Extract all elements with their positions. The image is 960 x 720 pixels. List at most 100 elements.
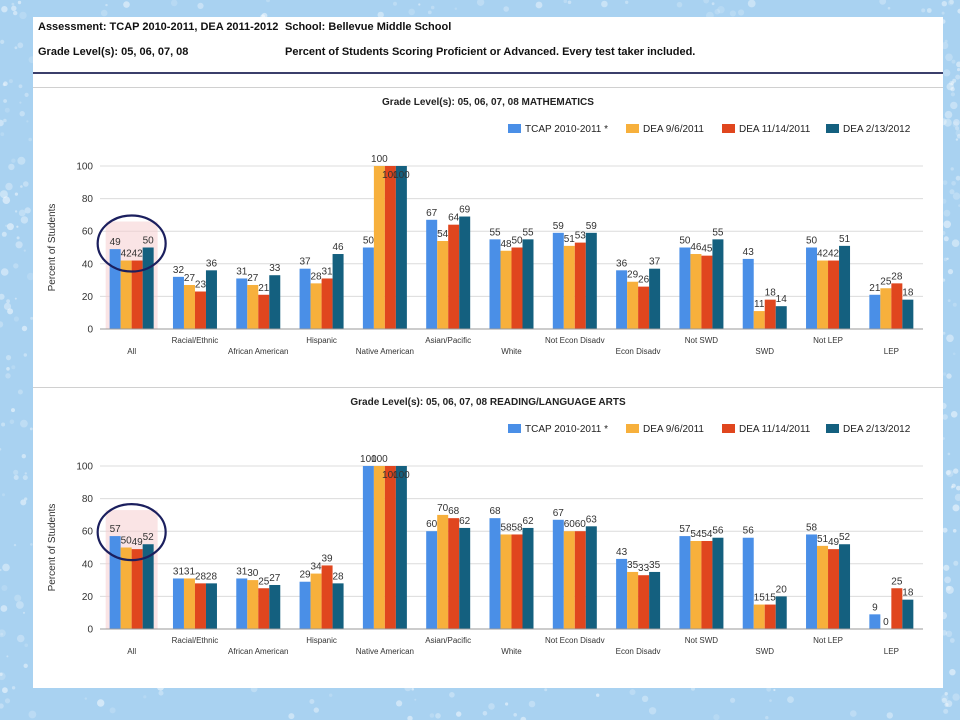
background-dot <box>21 454 26 459</box>
annotation-circle <box>96 214 167 273</box>
background-dot <box>951 239 960 247</box>
background-dot <box>313 707 319 713</box>
x-tick-label: White <box>501 647 522 656</box>
background-dot <box>956 133 960 139</box>
y-tick-label: 60 <box>82 527 94 538</box>
data-label: 54 <box>437 229 449 240</box>
report-header: Assessment: TCAP 2010-2011, DEA 2011-201… <box>33 17 943 74</box>
background-dot <box>14 210 18 213</box>
bar <box>649 268 661 329</box>
background-dot <box>596 693 600 697</box>
background-dot <box>949 669 956 676</box>
background-dot <box>714 8 721 15</box>
bar <box>362 247 374 329</box>
background-dot <box>3 81 8 86</box>
background-dot <box>13 316 19 322</box>
data-label: 34 <box>311 562 323 573</box>
background-dot <box>945 630 953 637</box>
background-dot <box>887 6 891 10</box>
background-dot <box>941 694 949 702</box>
legend-item: TCAP 2010-2011 * <box>508 124 608 135</box>
background-dot <box>3 118 7 123</box>
data-label: 50 <box>363 236 375 247</box>
x-tick-label: LEP <box>884 347 899 356</box>
x-tick-label: Racial/Ethnic <box>172 636 219 645</box>
background-dot <box>0 672 3 676</box>
background-dot <box>945 470 951 476</box>
background-dot <box>944 39 948 43</box>
background-dot <box>449 692 455 698</box>
bar <box>269 275 281 329</box>
background-dot <box>945 700 953 708</box>
background-dot <box>20 216 29 224</box>
bar <box>742 537 754 629</box>
background-dot <box>955 129 960 137</box>
data-label: 37 <box>649 257 661 268</box>
bar <box>522 527 534 629</box>
data-label: 55 <box>712 227 724 238</box>
bar <box>511 247 523 329</box>
x-tick-label: Not SWD <box>685 636 719 645</box>
data-label: 28 <box>333 571 345 582</box>
bar <box>332 254 344 329</box>
data-label: 52 <box>143 532 155 543</box>
data-label: 49 <box>132 537 144 548</box>
background-dot <box>950 92 956 97</box>
x-tick-label: White <box>501 347 522 356</box>
background-dot <box>946 373 952 379</box>
legend-item: DEA 2/13/2012 <box>826 424 910 435</box>
background-dot <box>23 249 26 252</box>
background-dot <box>23 663 28 668</box>
bar <box>585 232 597 329</box>
data-label: 26 <box>638 275 650 286</box>
background-dot <box>23 181 29 187</box>
data-label: 42 <box>132 249 144 260</box>
data-label: 18 <box>765 288 777 299</box>
bar <box>205 270 217 329</box>
background-dot <box>945 53 953 62</box>
background-dot <box>952 529 957 533</box>
bar <box>511 534 523 629</box>
data-label: 54 <box>690 529 702 540</box>
background-dot <box>1 6 8 13</box>
background-dot <box>956 61 960 68</box>
background-dot <box>947 269 954 275</box>
background-dot <box>393 1 397 6</box>
x-tick-label: Not Econ Disadv <box>545 636 605 645</box>
data-label: 28 <box>206 571 218 582</box>
background-dot <box>123 1 130 8</box>
background-dot <box>513 713 517 717</box>
background-dot <box>747 0 756 8</box>
bar <box>806 247 818 329</box>
bar <box>172 578 184 629</box>
data-label: 36 <box>206 258 218 269</box>
bar <box>142 247 154 329</box>
data-label: 67 <box>426 208 438 219</box>
data-label: 50 <box>511 236 523 247</box>
bar <box>764 299 776 329</box>
background-dot <box>11 158 16 163</box>
background-dot <box>17 156 26 165</box>
background-dot <box>0 629 6 638</box>
background-dot <box>503 6 510 12</box>
background-dot <box>957 68 960 72</box>
x-tick-label: Asian/Pacific <box>425 336 471 345</box>
background-dot <box>454 7 457 10</box>
data-label: 39 <box>322 553 334 564</box>
data-label: 27 <box>184 273 196 284</box>
data-label: 100 <box>393 470 410 481</box>
background-dot <box>528 700 536 708</box>
background-dot <box>941 42 949 50</box>
data-label: 67 <box>553 508 565 519</box>
background-dot <box>947 299 951 302</box>
bar <box>131 260 143 329</box>
background-dot <box>6 367 10 371</box>
bar <box>764 604 776 629</box>
background-dot <box>18 84 23 89</box>
background-dot <box>944 110 953 119</box>
data-label: 58 <box>500 522 512 533</box>
report-sheet: Assessment: TCAP 2010-2011, DEA 2011-201… <box>33 17 943 688</box>
bar <box>552 519 564 629</box>
background-dot <box>944 692 948 696</box>
background-dot <box>14 46 18 50</box>
